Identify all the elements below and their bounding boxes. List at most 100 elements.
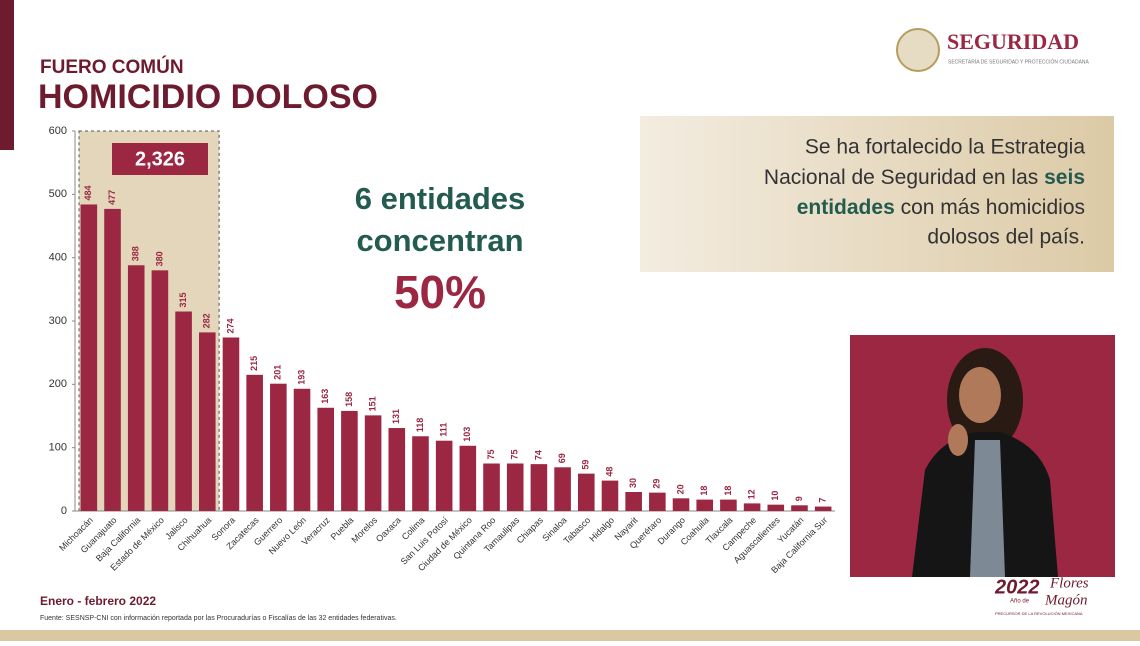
bar	[104, 208, 121, 511]
annotation-percent: 50%	[394, 266, 486, 318]
bar	[412, 436, 429, 511]
x-tick-label: Morelos	[349, 515, 379, 545]
bar	[364, 415, 382, 511]
value-label: 29	[652, 479, 662, 489]
bar	[80, 204, 98, 511]
bar	[175, 311, 192, 511]
bar	[601, 480, 619, 511]
x-tick-label: Hidalgo	[587, 515, 616, 544]
value-label: 484	[83, 185, 93, 200]
highlight-badge	[112, 143, 208, 175]
value-label: 388	[131, 246, 141, 261]
bar	[814, 506, 832, 511]
shirt	[970, 440, 1005, 577]
bar	[767, 504, 785, 511]
value-label: 477	[107, 190, 117, 205]
logo-seal	[896, 28, 940, 72]
year-caption: PRECURSOR DE LA REVOLUCIÓN MEXICANA	[995, 611, 1083, 616]
bar	[127, 265, 145, 511]
year-label: Año de	[1010, 599, 1030, 605]
bar	[198, 332, 216, 511]
x-tick-label: Chiapas	[515, 515, 546, 546]
y-tick-label: 300	[49, 315, 67, 327]
bar	[554, 467, 571, 511]
bar	[388, 428, 406, 511]
value-label: 48	[604, 467, 614, 477]
bar	[696, 499, 714, 511]
text-box-text: Se ha fortalecido la Estrategia Nacional…	[764, 136, 1085, 249]
text-box	[640, 116, 1114, 272]
text-line: Se ha fortalecido la Estrategia	[805, 136, 1085, 159]
value-label: 20	[675, 484, 685, 494]
y-tick-label: 600	[49, 125, 67, 137]
year-logo: 2022 Año de Flores Magón PRECURSOR DE LA…	[994, 575, 1089, 616]
value-label: 111	[439, 423, 449, 437]
value-label: 201	[273, 365, 283, 380]
value-label: 18	[723, 486, 733, 496]
bar	[506, 463, 524, 511]
text-line: Nacional de Seguridad en las seis	[764, 166, 1085, 189]
year-name: Flores	[1049, 575, 1089, 591]
value-label: 315	[178, 292, 188, 307]
value-label: 282	[202, 313, 212, 328]
bar	[435, 440, 453, 511]
x-tick-label: Oaxaca	[374, 515, 403, 544]
annotation: 6 entidades	[355, 181, 526, 216]
value-label: 151	[367, 396, 377, 411]
bar	[672, 498, 690, 511]
text-line: dolosos del país.	[927, 226, 1085, 249]
text-line: entidades con más homicidios	[797, 196, 1085, 219]
value-label: 74	[533, 450, 543, 460]
value-label: 9	[794, 496, 804, 501]
text-part: Nacional de Seguridad en las	[764, 166, 1038, 189]
bottom-strip	[0, 630, 1140, 641]
bar	[720, 499, 737, 511]
y-tick-label: 200	[49, 378, 67, 390]
value-label: 7	[818, 498, 828, 503]
bar	[743, 503, 761, 511]
bar	[293, 388, 311, 511]
value-label: 12	[746, 489, 756, 499]
year: 2022	[994, 576, 1040, 598]
highlight-area	[78, 130, 220, 512]
text-part: con más homicidios	[901, 196, 1085, 219]
value-label: 215	[249, 356, 259, 371]
interpreter-video	[850, 335, 1115, 577]
hand	[948, 424, 968, 456]
bar	[317, 407, 335, 511]
bar	[577, 473, 595, 511]
value-label: 30	[628, 478, 638, 488]
value-label: 193	[296, 370, 306, 385]
bar	[246, 374, 263, 511]
highlight-total: 2,326	[135, 148, 185, 170]
text-emphasis: entidades	[797, 196, 895, 219]
value-label: 163	[320, 389, 330, 404]
annotation: concentran	[356, 223, 523, 258]
y-tick-label: 0	[61, 505, 67, 517]
value-label: 131	[391, 409, 401, 424]
value-label: 69	[557, 453, 567, 463]
y-tick-label: 100	[49, 442, 67, 454]
side-strip	[0, 0, 14, 150]
period: Enero - febrero 2022	[40, 594, 156, 608]
bar	[222, 337, 240, 511]
value-label: 158	[344, 392, 354, 407]
value-label: 75	[486, 449, 496, 459]
bar	[270, 383, 287, 511]
logo-subtitle: SECRETARÍA DE SEGURIDAD Y PROTECCIÓN CIU…	[948, 58, 1090, 65]
value-label: 103	[462, 427, 472, 442]
value-label: 118	[415, 418, 425, 433]
value-label: 380	[154, 251, 164, 266]
bar	[151, 270, 169, 511]
face	[959, 367, 1001, 423]
logo-name: SEGURIDAD	[947, 29, 1079, 54]
bar-chart: 2,3260100200300400500600484Michoacán477G…	[49, 125, 835, 575]
bar	[791, 505, 808, 511]
year-name: Magón	[1044, 592, 1088, 608]
value-label: 10	[770, 491, 780, 501]
bar	[459, 445, 477, 511]
value-label: 18	[699, 486, 709, 496]
value-label: 274	[225, 318, 235, 333]
